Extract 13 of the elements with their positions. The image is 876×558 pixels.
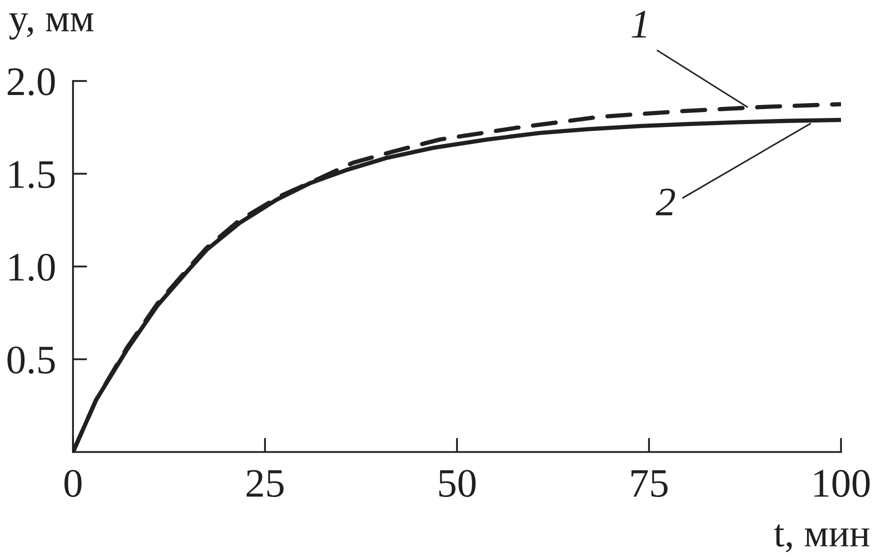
y-tick-label: 1.5 [10,161,55,188]
y-tick-label: 2.0 [8,68,55,96]
x-tick-label: 25 [246,470,284,498]
y-tick-label: 1.0 [10,254,55,282]
y-tick-label: 0.5 [8,346,55,374]
x-tick-label: 0 [64,470,82,498]
annotation: 2 [656,188,676,216]
y-axis-title: y, мм [9,13,94,40]
x-tick-label: 100 [814,470,870,498]
x-axis-title: t, мин [774,524,870,552]
annotation: 1 [632,10,646,38]
x-tick-label: 50 [439,470,476,498]
x-tick-label: 75 [632,470,668,498]
